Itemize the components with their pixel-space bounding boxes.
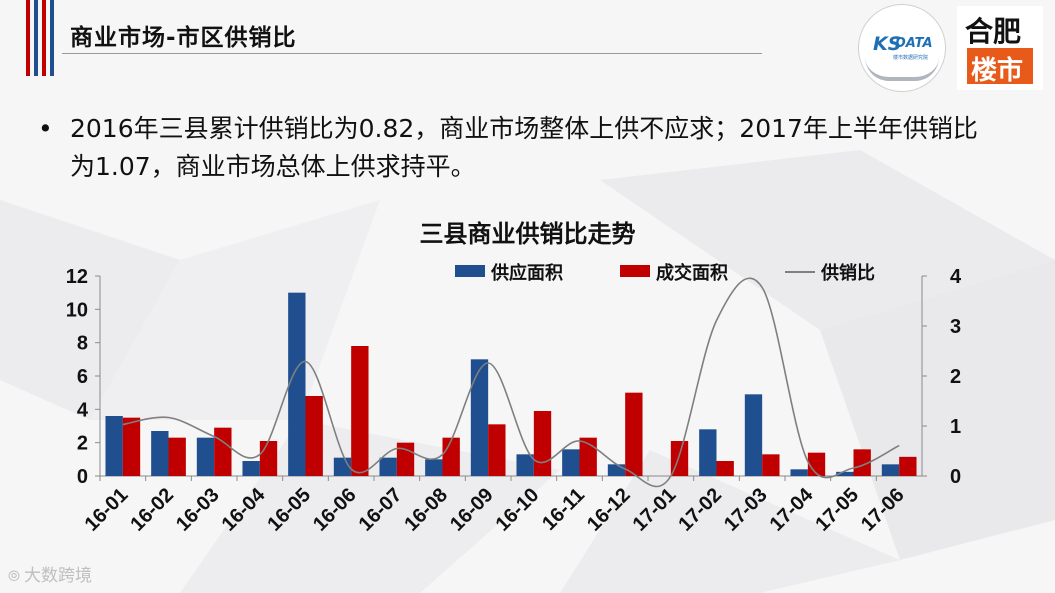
- bar-sales: [259, 441, 278, 476]
- x-tick-label: 16-09: [446, 484, 498, 536]
- left-tick-label: 0: [77, 466, 88, 488]
- watermark-logo-icon: ⦾: [8, 567, 21, 585]
- watermark-text: 大数跨境: [24, 566, 93, 586]
- bar-supply: [379, 457, 397, 476]
- left-tick-label: 2: [77, 433, 88, 455]
- x-tick-label: 16-11: [538, 484, 589, 535]
- hefei-logo-bottom: 楼市: [971, 56, 1024, 86]
- bar-sales: [625, 392, 643, 476]
- bar-sales: [168, 437, 186, 476]
- legend-label: 供应面积: [490, 262, 563, 283]
- x-tick-label: 16-12: [583, 484, 635, 536]
- legend-label: 供销比: [820, 262, 875, 283]
- x-tick-label: 16-08: [400, 484, 452, 536]
- left-tick-label: 4: [77, 399, 89, 421]
- legend-swatch-sales: [620, 265, 650, 277]
- x-tick-label: 17-04: [766, 483, 818, 535]
- left-tick-label: 6: [77, 366, 88, 388]
- bar-sales: [442, 437, 460, 476]
- left-tick-label: 12: [66, 266, 88, 288]
- ratio-line: [122, 277, 900, 488]
- x-tick-label: 17-03: [720, 484, 772, 536]
- bar-sales: [716, 461, 734, 476]
- bar-sales: [533, 411, 552, 476]
- title-decoration: [0, 0, 62, 76]
- right-tick-label: 2: [950, 366, 961, 388]
- bar-supply: [516, 454, 534, 476]
- title-divider: [62, 53, 762, 54]
- left-tick-label: 8: [77, 333, 88, 355]
- bar-supply: [607, 464, 626, 476]
- chart-title: 三县商业供销比走势: [419, 220, 636, 248]
- bar-supply: [562, 449, 580, 476]
- x-tick-label: 16-07: [355, 484, 407, 536]
- right-tick-label: 4: [950, 266, 962, 288]
- bar-sales: [807, 452, 826, 476]
- bar-supply: [881, 464, 900, 476]
- ksdata-logo: KS DATA 楼市数据研究院: [858, 4, 946, 92]
- x-tick-label: 16-04: [218, 483, 270, 535]
- bar-sales: [122, 417, 141, 476]
- right-tick-label: 1: [950, 416, 961, 438]
- bar-supply: [105, 416, 123, 476]
- bar-sales: [899, 456, 917, 476]
- bar-sales: [351, 346, 369, 476]
- x-tick-label: 16-06: [309, 484, 361, 536]
- legend-swatch-supply: [455, 265, 485, 277]
- summary-text: 2016年三县累计供销比为0.82，商业市场整体上供不应求；2017年上半年供销…: [70, 114, 978, 181]
- x-tick-label: 16-03: [172, 484, 224, 536]
- bar-supply: [425, 459, 443, 476]
- ksdata-logo-subtitle: 楼市数据研究院: [893, 55, 929, 61]
- right-tick-label: 3: [950, 316, 961, 338]
- bar-supply: [151, 431, 169, 476]
- summary-bullet: • 2016年三县累计供销比为0.82，商业市场整体上供不应求；2017年上半年…: [38, 110, 988, 186]
- x-tick-label: 16-05: [263, 484, 315, 536]
- x-tick-label: 16-10: [492, 484, 544, 536]
- ksdata-logo-mark: KS: [873, 33, 902, 55]
- left-tick-label: 10: [66, 299, 88, 321]
- hefei-loushi-logo: 合肥 楼市: [957, 6, 1043, 90]
- watermark: ⦾ 大数跨境: [8, 561, 92, 586]
- bar-supply: [744, 394, 763, 476]
- right-tick-label: 0: [950, 466, 961, 488]
- x-tick-label: 17-01: [629, 484, 681, 536]
- bar-sales: [214, 427, 232, 476]
- x-tick-label: 17-05: [811, 484, 863, 536]
- x-tick-label: 16-01: [81, 484, 133, 536]
- x-tick-label: 17-02: [674, 484, 726, 536]
- bar-supply: [699, 429, 717, 476]
- bar-sales: [488, 424, 506, 476]
- bullet-icon: •: [38, 114, 53, 143]
- x-tick-label: 16-02: [126, 484, 178, 536]
- bar-sales: [762, 454, 780, 476]
- bar-supply: [470, 359, 489, 476]
- bar-supply: [196, 437, 215, 476]
- x-tick-label: 17-06: [857, 484, 909, 536]
- bar-sales: [853, 449, 871, 476]
- bar-sales: [579, 437, 597, 476]
- bar-supply: [790, 469, 808, 476]
- legend-label: 成交面积: [656, 262, 728, 283]
- bar-supply: [242, 461, 260, 476]
- hefei-logo-top: 合肥: [965, 15, 1022, 48]
- page-title: 商业市场-市区供销比: [70, 25, 297, 51]
- bar-supply: [288, 292, 306, 476]
- ksdata-logo-text: DATA: [895, 36, 933, 51]
- bar-supply: [836, 471, 854, 476]
- bar-sales: [305, 396, 323, 476]
